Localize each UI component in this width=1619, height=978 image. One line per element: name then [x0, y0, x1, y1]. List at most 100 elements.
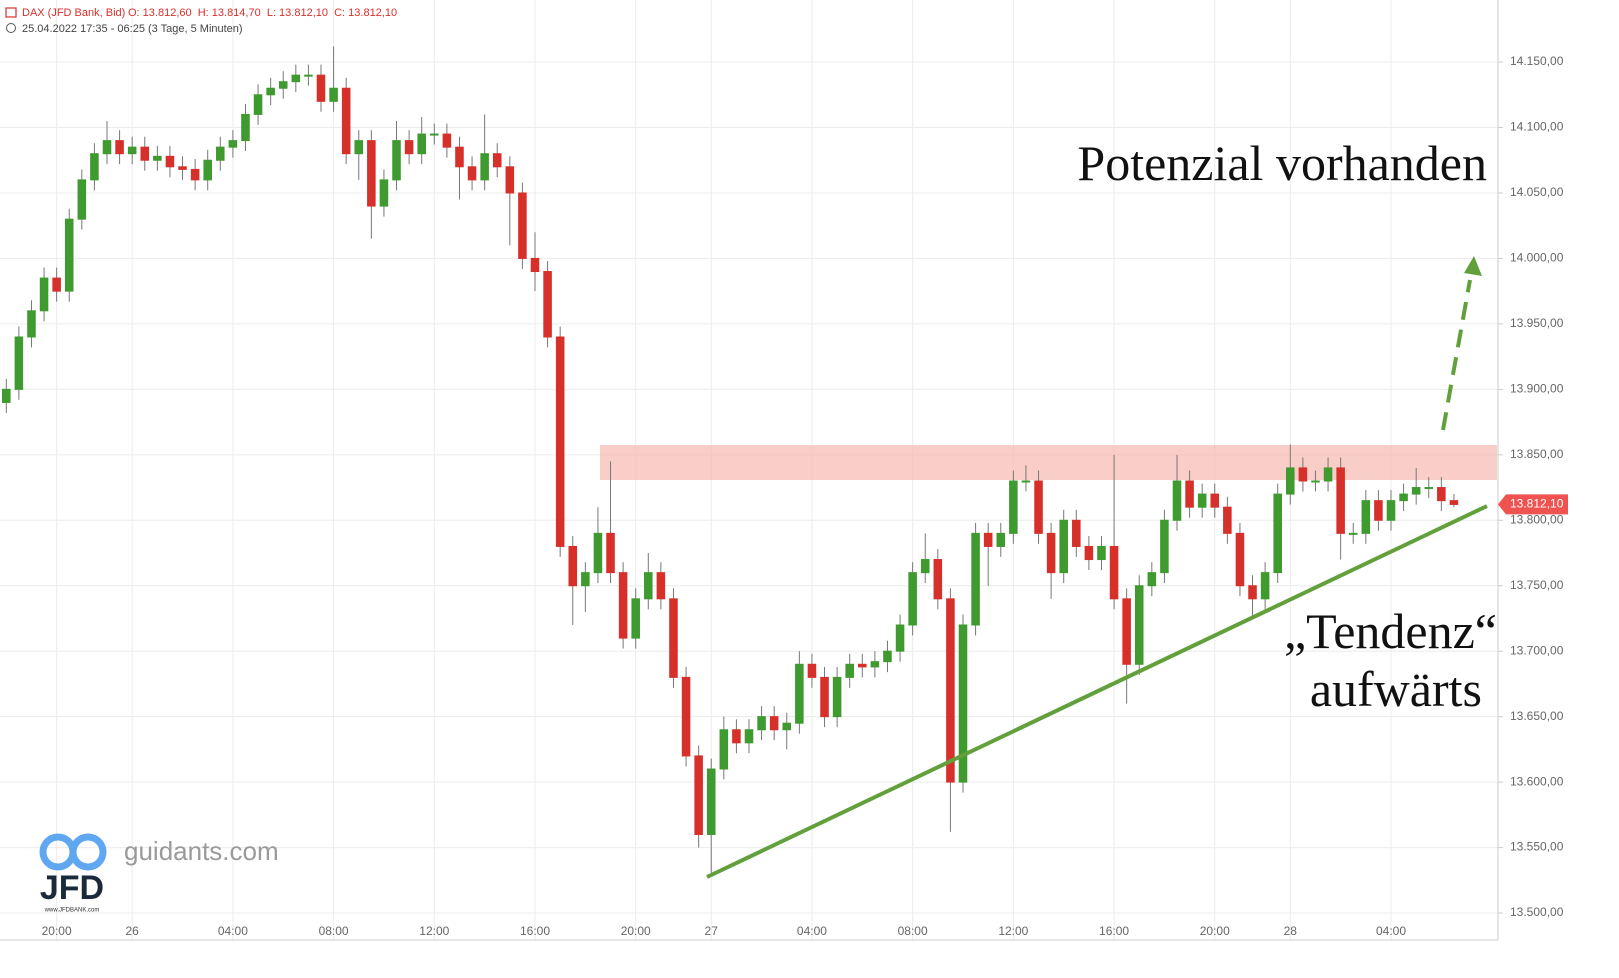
candle-body: [606, 532, 615, 574]
annotation: aufwärts: [1310, 661, 1482, 717]
candle-body: [27, 310, 36, 338]
annotation: „Tendenz“: [1284, 603, 1497, 659]
candle-body: [744, 729, 754, 744]
x-tick-label: 08:00: [898, 924, 928, 938]
candle-body: [1134, 585, 1144, 665]
date-range: 25.04.2022 17:35 - 06:25: [22, 23, 145, 35]
logo-brand: JFD: [40, 869, 104, 907]
candle-body: [1323, 467, 1333, 482]
x-tick-label: 20:00: [621, 924, 651, 938]
candle-body: [1399, 493, 1408, 502]
candle-body: [228, 140, 238, 148]
arrow-shaft: [1441, 279, 1472, 431]
candle-body: [1147, 572, 1157, 587]
candle-body: [203, 159, 212, 181]
y-tick-label: 14.000,00: [1510, 251, 1564, 265]
candle-body: [769, 716, 779, 731]
candle-body: [1122, 598, 1131, 665]
candle-body: [417, 133, 426, 155]
candle-body: [996, 532, 1006, 547]
candle-body: [1097, 545, 1106, 561]
symbol: DAX (JFD Bank, Bid): [22, 7, 125, 19]
y-tick-label: 14.050,00: [1510, 185, 1564, 199]
candle-body: [807, 663, 817, 678]
candle-body: [593, 532, 603, 574]
candle-body: [732, 729, 741, 744]
candle-body: [1336, 467, 1345, 534]
candle-body: [530, 257, 540, 273]
candle-body: [983, 532, 993, 547]
candle-body: [178, 166, 187, 170]
x-tick-label: 20:00: [42, 924, 72, 938]
candle-body: [442, 133, 452, 148]
candle-body: [1361, 500, 1371, 534]
candle-body: [430, 133, 439, 136]
candle-body: [1160, 519, 1169, 574]
candle-body: [1072, 519, 1081, 547]
candle-body: [782, 722, 792, 731]
symbol-icon: [5, 7, 17, 18]
candle-body: [165, 155, 175, 168]
candle-body: [543, 271, 552, 338]
candle-body: [618, 572, 628, 639]
ohlc: O: 13.812,60 H: 13.814,70 L: 13.812,10 C…: [128, 7, 397, 19]
candle-body: [505, 166, 515, 194]
candle-body: [719, 729, 729, 770]
candle-body: [581, 572, 590, 587]
x-tick-label: 26: [125, 924, 139, 938]
candle-body: [694, 755, 703, 835]
candle-body: [1172, 480, 1182, 521]
candle-body: [153, 155, 162, 161]
y-tick-label: 13.700,00: [1510, 643, 1564, 657]
arrow-head: [1464, 256, 1482, 276]
candle-body: [77, 179, 87, 220]
candle-body: [253, 94, 263, 115]
candle-body: [858, 663, 867, 668]
candle-body: [316, 74, 326, 102]
y-tick-label: 13.550,00: [1510, 840, 1564, 854]
candle-body: [908, 572, 917, 626]
candles: [2, 46, 1459, 874]
candle-body: [1424, 487, 1434, 490]
candle-body: [367, 140, 376, 207]
logo-ring: [69, 833, 107, 871]
candle-body: [832, 676, 842, 718]
x-tick-label: 08:00: [319, 924, 349, 938]
y-tick-label: 14.100,00: [1510, 120, 1564, 134]
candle-body: [102, 140, 112, 155]
candle-body: [1235, 532, 1245, 587]
candle-body: [1021, 480, 1031, 483]
interval: (3 Tage, 5 Minuten): [148, 23, 243, 35]
x-tick-label: 12:00: [419, 924, 449, 938]
candle-body: [757, 716, 766, 731]
last-price-label: 13.812,10: [1510, 497, 1564, 511]
x-tick-label: 16:00: [520, 924, 550, 938]
x-tick-label: 28: [1284, 924, 1298, 938]
candle-body: [845, 663, 854, 678]
candle-body: [1374, 500, 1383, 521]
x-tick-label: 27: [705, 924, 719, 938]
candle-body: [1009, 480, 1018, 534]
candle-body: [291, 74, 301, 83]
candle-body: [518, 192, 527, 259]
logo-url: www.JFDBANK.com: [44, 908, 100, 914]
candle-body: [568, 545, 578, 587]
y-tick-label: 13.650,00: [1510, 709, 1564, 723]
candle-body: [1298, 467, 1308, 482]
candle-body: [1197, 493, 1207, 508]
candle-body: [933, 559, 943, 600]
header: DAX (JFD Bank, Bid) O: 13.812,60 H: 13.8…: [5, 7, 397, 35]
candle-body: [1260, 572, 1270, 600]
candle-body: [656, 572, 666, 600]
candle-body: [1223, 506, 1232, 534]
candle-body: [883, 650, 892, 663]
candle-body: [14, 336, 24, 390]
candle-body: [795, 663, 804, 724]
logo-site: guidants.com: [124, 836, 279, 866]
candle-body: [329, 87, 338, 102]
candle-body: [1059, 519, 1068, 574]
candle-body: [631, 598, 640, 639]
candle-body: [90, 153, 99, 181]
candle-body: [870, 661, 880, 668]
